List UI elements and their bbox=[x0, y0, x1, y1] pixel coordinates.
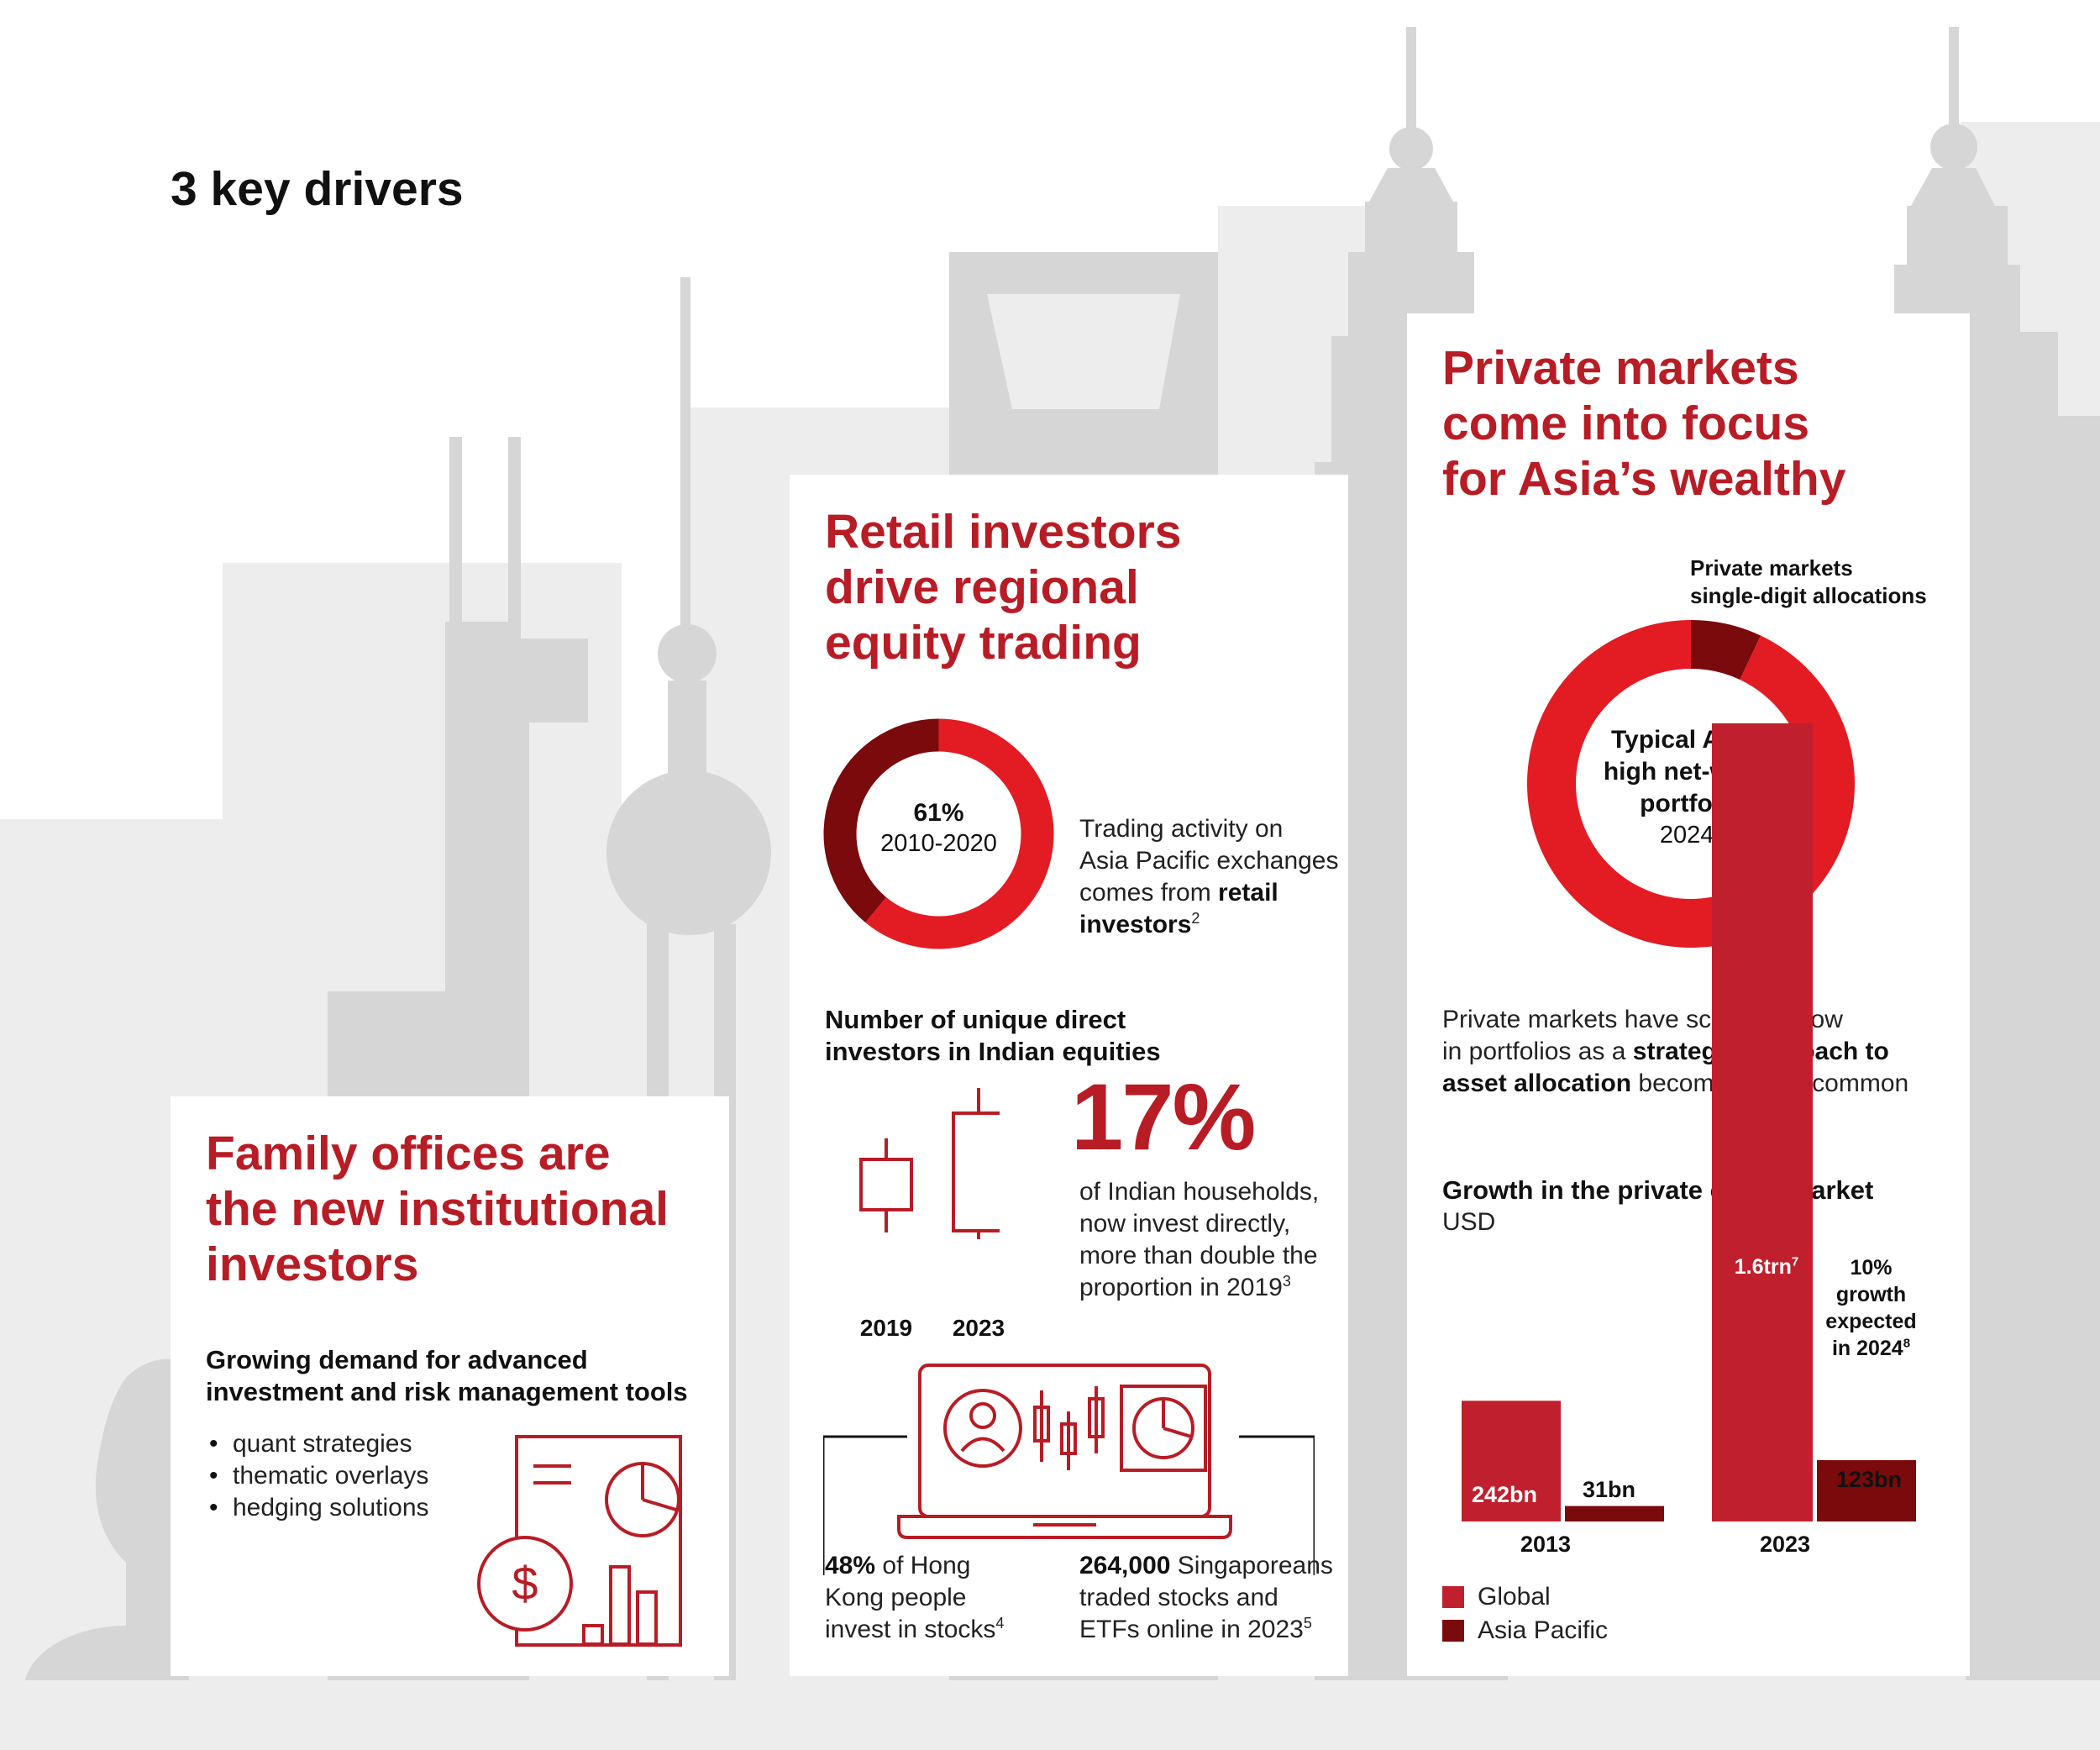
retail-donut-description: Trading activity on Asia Pacific exchang… bbox=[1079, 813, 1348, 941]
retail-heading: Retail investors drive regional equity t… bbox=[825, 505, 1182, 670]
chart-legend: Global Asia Pacific bbox=[1442, 1580, 1608, 1648]
laptop-trading-icon bbox=[823, 1364, 1315, 1575]
retail-investors-panel: Retail investors drive regional equity t… bbox=[790, 475, 1348, 1676]
hong-kong-stat: 48% of Hong Kong people invest in stocks… bbox=[825, 1550, 1018, 1646]
bar-global-2023 bbox=[1712, 723, 1813, 1521]
private-markets-panel: Private markets come into focus for Asia… bbox=[1407, 313, 1970, 1676]
indian-equities-heading: Number of unique direct investors in Ind… bbox=[825, 1005, 1161, 1066]
households-description: of Indian households, now invest directl… bbox=[1079, 1176, 1348, 1304]
document-chart-dollar-icon: $ bbox=[477, 1435, 682, 1647]
hnw-year: 2024 bbox=[1659, 822, 1714, 849]
other-share-slice bbox=[823, 718, 939, 923]
retail-desc-retail: retail bbox=[1218, 879, 1278, 907]
growth-line-4: in 2024 bbox=[1831, 1337, 1903, 1360]
hk-line-2: Kong people bbox=[825, 1584, 967, 1611]
pm-line-2: in portfolios as a bbox=[1442, 1038, 1633, 1065]
footnote-8: 8 bbox=[1903, 1336, 1911, 1351]
retail-desc-investors: investors bbox=[1079, 911, 1192, 938]
households-stat: 17% bbox=[1071, 1064, 1256, 1169]
footnote-5: 5 bbox=[1303, 1615, 1312, 1632]
bullet-hedging-solutions: hedging solutions bbox=[206, 1492, 429, 1524]
tools-list: quant strategies thematic overlays hedgi… bbox=[206, 1428, 429, 1524]
private-markets-callout: Private markets single-digit allocations bbox=[1690, 555, 1927, 608]
singapore-stat: 264,000 Singaporeans traded stocks and E… bbox=[1079, 1550, 1348, 1646]
legend-item-global: Global bbox=[1442, 1580, 1608, 1614]
bar-label-ap-2023: 123bn bbox=[1835, 1467, 1903, 1492]
retail-share-donut bbox=[823, 718, 1054, 949]
stat-line-2: now invest directly, bbox=[1079, 1210, 1291, 1238]
private-markets-heading: Private markets come into focus for Asia… bbox=[1442, 341, 1846, 506]
year-2023-label: 2023 bbox=[952, 1315, 1005, 1341]
category-label-2013: 2013 bbox=[1520, 1532, 1572, 1557]
bar-global-2013 bbox=[1462, 1401, 1561, 1521]
bar-label-global-2023: 1.6trn7 bbox=[1725, 1253, 1809, 1281]
bar-asia-pacific-2023 bbox=[1817, 1459, 1916, 1521]
stat-line-4: proportion in 2019 bbox=[1079, 1274, 1283, 1301]
sg-value: 264,000 bbox=[1079, 1552, 1171, 1579]
candlestick-icon bbox=[859, 1088, 1000, 1239]
family-offices-subheading: Growing demand for advanced investment a… bbox=[206, 1345, 688, 1406]
footnote-2: 2 bbox=[1191, 910, 1200, 927]
retail-desc-line-1: Trading activity on bbox=[1079, 815, 1284, 843]
legend-label-global: Global bbox=[1478, 1583, 1551, 1611]
credit-chart-unit: USD bbox=[1442, 1208, 1496, 1236]
hk-line-1: of Hong bbox=[875, 1552, 971, 1579]
pm-asset-allocation: asset allocation bbox=[1442, 1069, 1632, 1097]
year-2019-label: 2019 bbox=[859, 1315, 913, 1341]
stat-line-1: of Indian households, bbox=[1079, 1178, 1320, 1206]
legend-swatch-global bbox=[1442, 1586, 1464, 1608]
bar-asia-pacific-2013 bbox=[1565, 1506, 1664, 1521]
family-offices-heading: Family offices are the new institutional… bbox=[206, 1127, 669, 1291]
category-label-2023: 2023 bbox=[1759, 1532, 1811, 1557]
hk-value: 48% bbox=[825, 1552, 876, 1579]
page-title: 3 key drivers bbox=[171, 162, 464, 216]
private-credit-bar-chart bbox=[1462, 723, 1916, 1521]
growth-line-2: growth bbox=[1835, 1283, 1907, 1306]
sg-line-2: traded stocks and bbox=[1079, 1584, 1278, 1611]
bar-label-global-2013: 242bn bbox=[1471, 1482, 1538, 1507]
retail-desc-line-2: Asia Pacific exchanges bbox=[1079, 847, 1339, 875]
bullet-quant-strategies: quant strategies bbox=[206, 1428, 429, 1460]
growth-line-3: expected bbox=[1825, 1310, 1917, 1333]
legend-item-asia-pacific: Asia Pacific bbox=[1442, 1614, 1608, 1648]
footnote-4: 4 bbox=[995, 1615, 1005, 1632]
growth-callout: 10% growth expected in 20248 bbox=[1814, 1254, 1928, 1362]
retail-donut-value: 61% bbox=[913, 799, 964, 827]
svg-text:$: $ bbox=[512, 1557, 538, 1610]
legend-swatch-asia-pacific bbox=[1442, 1620, 1464, 1642]
hk-line-3: invest in stocks bbox=[825, 1616, 996, 1643]
retail-donut-period: 2010-2020 bbox=[880, 830, 997, 857]
legend-label-asia-pacific: Asia Pacific bbox=[1478, 1616, 1609, 1644]
global-2023-value: 1.6trn bbox=[1734, 1255, 1792, 1279]
private-markets-slice bbox=[1691, 620, 1761, 681]
family-offices-panel: Family offices are the new institutional… bbox=[171, 1096, 729, 1676]
footnote-7: 7 bbox=[1791, 1254, 1799, 1269]
bullet-thematic-overlays: thematic overlays bbox=[206, 1460, 429, 1492]
retail-desc-line-3: comes from bbox=[1079, 879, 1219, 907]
growth-line-1: 10% bbox=[1850, 1256, 1893, 1280]
footnote-3: 3 bbox=[1282, 1273, 1291, 1290]
retail-share-slice bbox=[865, 718, 1054, 949]
sg-line-1: Singaporeans bbox=[1170, 1552, 1333, 1579]
stat-line-3: more than double the bbox=[1079, 1242, 1318, 1269]
bar-label-ap-2013: 31bn bbox=[1582, 1477, 1636, 1502]
sg-line-3: ETFs online in 2023 bbox=[1079, 1616, 1304, 1643]
